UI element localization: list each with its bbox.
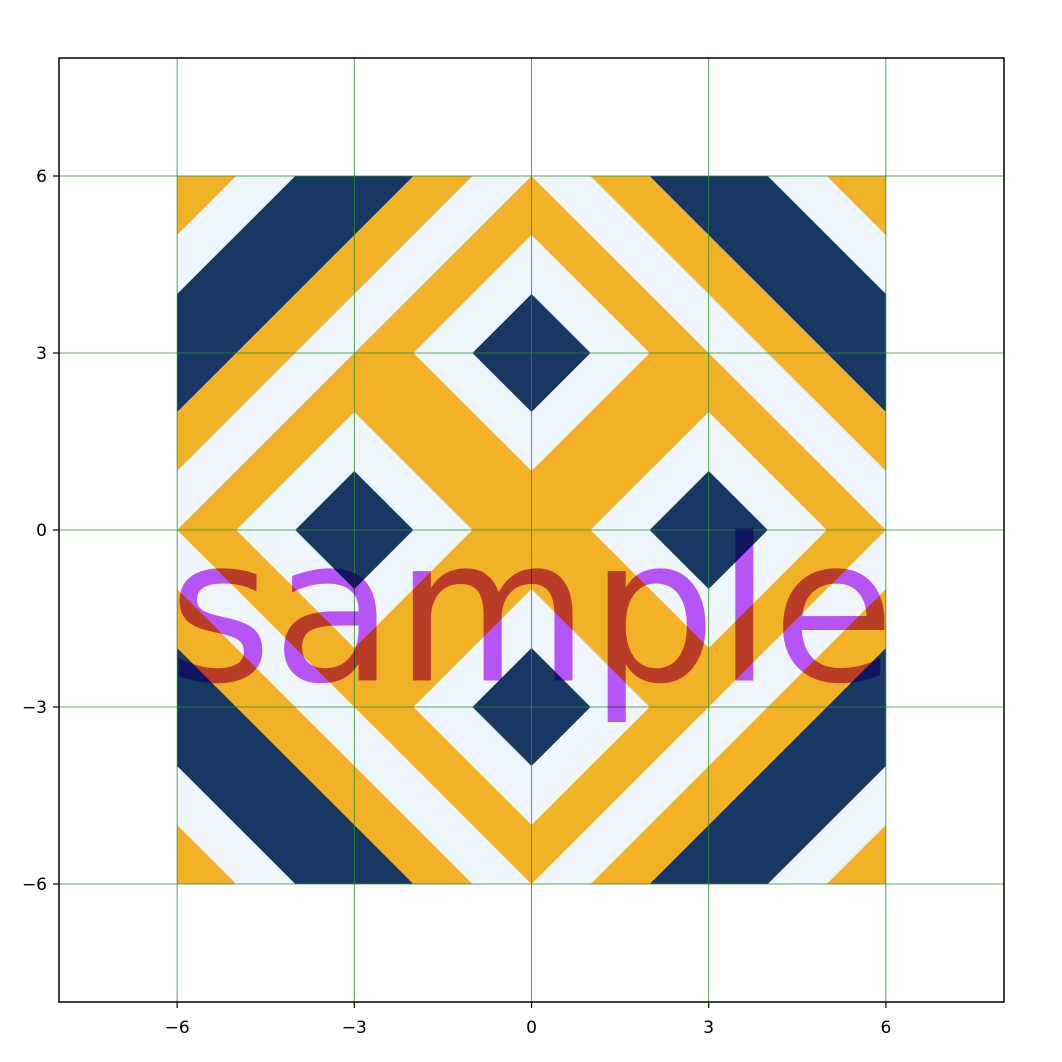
axis-ticks: −6 −3 0 3 6 −6 −3 0 3 6 xyxy=(22,167,891,1038)
y-tick-label: −3 xyxy=(22,698,47,718)
x-tick-label: 6 xyxy=(880,1018,891,1038)
grid-lines xyxy=(59,58,1004,1002)
y-tick-label: 3 xyxy=(36,344,47,364)
x-tick-label: 0 xyxy=(526,1018,537,1038)
watermark-text: sample xyxy=(168,495,895,728)
x-tick-label: −3 xyxy=(342,1018,367,1038)
y-tick-label: −6 xyxy=(22,875,47,895)
y-tick-label: 0 xyxy=(36,521,47,541)
x-tick-label: 3 xyxy=(703,1018,714,1038)
x-tick-label: −6 xyxy=(165,1018,190,1038)
y-tick-label: 6 xyxy=(36,167,47,187)
